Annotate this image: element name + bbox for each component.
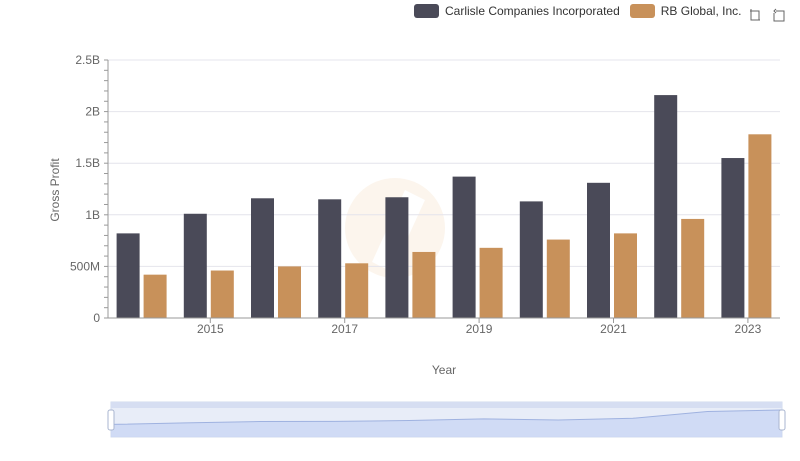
bar-rb-global (748, 134, 772, 318)
bar-rb-global (278, 266, 301, 318)
crosshair-select-icon[interactable] (748, 8, 762, 22)
legend-label-carlisle: Carlisle Companies Incorporated (445, 4, 620, 18)
grid (108, 59, 780, 319)
legend-label-rb-global: RB Global, Inc. (660, 4, 742, 18)
toolbar (748, 8, 786, 22)
x-axis-label: Year (432, 363, 456, 377)
zoom-slider[interactable] (107, 401, 786, 438)
x-tick-label: 2019 (466, 322, 493, 336)
axes: 0 500M 1B 1.5B 2B 2.5B 2015 2017 2019 2021 2023 (70, 53, 780, 336)
bars (116, 95, 772, 318)
y-axis-label: Gross Profit (48, 158, 62, 222)
bar-carlisle (318, 199, 342, 318)
bar-rb-global (681, 218, 705, 318)
bar-carlisle (452, 176, 476, 318)
y-tick-label: 2.5B (75, 53, 100, 67)
x-tick-label: 2015 (197, 322, 224, 336)
zoom-top-bar (111, 402, 782, 408)
bar-rb-global (479, 247, 503, 318)
bar-rb-global (412, 251, 436, 318)
bar-carlisle (587, 182, 610, 318)
bar-carlisle (385, 197, 409, 318)
bar-rb-global (210, 270, 234, 318)
bar-carlisle (519, 201, 543, 318)
bar-rb-global (614, 233, 637, 318)
legend-item-carlisle[interactable]: Carlisle Companies Incorporated (414, 4, 620, 18)
bar-rb-global (345, 263, 369, 318)
restore-icon[interactable] (772, 8, 786, 22)
y-tick-label: 1.5B (75, 156, 100, 170)
y-tick-label: 0 (93, 311, 100, 325)
zoom-handle-left (107, 409, 115, 431)
bar-carlisle (116, 233, 140, 318)
zoom-area (111, 410, 782, 437)
bar-carlisle (251, 198, 274, 318)
x-tick-label: 2017 (331, 322, 358, 336)
legend-swatch-carlisle (414, 4, 439, 18)
legend-item-rb-global[interactable]: RB Global, Inc. (629, 4, 742, 18)
y-tick-label: 500M (70, 259, 100, 273)
y-tick-label: 2B (85, 105, 100, 119)
zoom-handle-right (778, 409, 786, 431)
x-tick-label: 2023 (735, 322, 762, 336)
x-tick-label: 2021 (600, 322, 627, 336)
y-tick-label: 1B (85, 208, 100, 222)
bar-rb-global (143, 274, 167, 318)
legend-swatch-rb-global (629, 4, 655, 18)
bar-rb-global (546, 239, 570, 318)
bar-carlisle (721, 158, 745, 318)
zoom-line (110, 409, 783, 425)
legend: Carlisle Companies Incorporated RB Globa… (414, 4, 741, 18)
bar-carlisle (183, 213, 207, 318)
bar-carlisle (654, 95, 678, 318)
